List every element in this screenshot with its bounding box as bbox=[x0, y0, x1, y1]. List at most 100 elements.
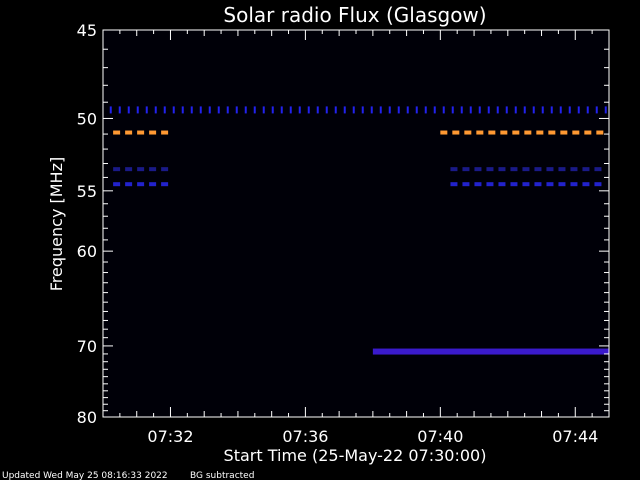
interference-band-49.5-dot bbox=[154, 106, 157, 114]
interference-band-53.4-b-dash bbox=[498, 167, 506, 172]
interference-band-49.5-dot bbox=[397, 106, 400, 114]
x-tick-label: 07:40 bbox=[417, 427, 463, 446]
interference-band-54.5-a-dash bbox=[137, 182, 145, 187]
interference-band-49.5-dot bbox=[352, 106, 355, 114]
interference-band-49.5-dot bbox=[343, 106, 346, 114]
interference-band-54.5-a-dash bbox=[125, 182, 133, 187]
interference-band-49.5-dot bbox=[307, 106, 310, 114]
interference-band-50.9-b-dash bbox=[500, 130, 508, 135]
interference-band-50.9-a-dash bbox=[149, 130, 157, 135]
x-axis-label: Start Time (25-May-22 07:30:00) bbox=[224, 446, 487, 465]
interference-band-53.4-a-dash bbox=[113, 167, 121, 172]
interference-band-50.9-b-dash bbox=[548, 130, 556, 135]
interference-band-49.5 bbox=[109, 106, 607, 114]
plot-area bbox=[103, 30, 609, 417]
interference-band-53.4-a-dash bbox=[125, 167, 133, 172]
interference-band-50.9-b-dash bbox=[488, 130, 496, 135]
interference-band-50.9-b-dash bbox=[536, 130, 544, 135]
interference-band-49.5-dot bbox=[469, 106, 472, 114]
y-axis-label: Frequency [MHz] bbox=[47, 157, 66, 291]
interference-band-49.5-dot bbox=[208, 106, 211, 114]
interference-band-53.4-b-dash bbox=[594, 167, 602, 172]
interference-band-54.5-b-dash bbox=[570, 182, 578, 187]
interference-band-49.5-dot bbox=[361, 106, 364, 114]
interference-band-53.4-b-dash bbox=[474, 167, 482, 172]
interference-band-50.9-a-dash bbox=[161, 130, 169, 135]
y-tick-label: 55 bbox=[77, 182, 97, 201]
interference-band-49.5-dot bbox=[199, 106, 202, 114]
y-tick-label: 60 bbox=[77, 242, 97, 261]
interference-band-49.5-dot bbox=[514, 106, 517, 114]
interference-band-50.9-b-dash bbox=[524, 130, 532, 135]
interference-band-49.5-dot bbox=[505, 106, 508, 114]
interference-band-53.4-a bbox=[113, 167, 169, 172]
interference-band-49.5-dot bbox=[118, 106, 121, 114]
interference-band-49.5-dot bbox=[604, 106, 607, 114]
interference-band-49.5-dot bbox=[379, 106, 382, 114]
interference-band-49.5-dot bbox=[496, 106, 499, 114]
interference-band-50.9-b-dash bbox=[452, 130, 460, 135]
interference-band-53.4-b-dash bbox=[510, 167, 518, 172]
interference-band-49.5-dot bbox=[559, 106, 562, 114]
interference-band-54.5-b-dash bbox=[498, 182, 506, 187]
interference-band-54.5-b bbox=[450, 182, 602, 187]
processing-note: BG subtracted bbox=[190, 471, 254, 480]
interference-band-49.5-dot bbox=[532, 106, 535, 114]
interference-band-49.5-dot bbox=[181, 106, 184, 114]
interference-band-50.9-b-dash bbox=[584, 130, 592, 135]
interference-band-49.5-dot bbox=[262, 106, 265, 114]
interference-band-50.9-a bbox=[113, 130, 169, 135]
interference-band-54.5-b-dash bbox=[450, 182, 458, 187]
interference-band-53.4-a-dash bbox=[137, 167, 145, 172]
interference-band-54.5-a-dash bbox=[161, 182, 169, 187]
interference-band-49.5-dot bbox=[442, 106, 445, 114]
interference-band-49.5-dot bbox=[487, 106, 490, 114]
interference-band-50.9-b-dash bbox=[512, 130, 520, 135]
interference-band-49.5-dot bbox=[388, 106, 391, 114]
interference-band-49.5-dot bbox=[595, 106, 598, 114]
interference-band-53.4-b-dash bbox=[450, 167, 458, 172]
interference-band-53.4-b-dash bbox=[486, 167, 494, 172]
interference-band-50.9-a-dash bbox=[125, 130, 133, 135]
interference-band-54.5-b-dash bbox=[486, 182, 494, 187]
interference-band-49.5-dot bbox=[406, 106, 409, 114]
interference-band-49.5-dot bbox=[568, 106, 571, 114]
interference-band-49.5-dot bbox=[334, 106, 337, 114]
interference-band-49.5-dot bbox=[226, 106, 229, 114]
interference-band-54.5-b-dash bbox=[582, 182, 590, 187]
interference-band-53.4-b-dash bbox=[582, 167, 590, 172]
interference-band-53.4-b bbox=[450, 167, 602, 172]
interference-band-49.5-dot bbox=[550, 106, 553, 114]
y-tick-label: 80 bbox=[77, 408, 97, 427]
updated-timestamp: Updated Wed May 25 08:16:33 2022 bbox=[2, 471, 168, 480]
interference-band-54.5-a-dash bbox=[149, 182, 157, 187]
interference-band-53.4-b-dash bbox=[546, 167, 554, 172]
interference-band-49.5-dot bbox=[253, 106, 256, 114]
interference-band-50.9-b bbox=[440, 130, 604, 135]
interference-band-50.9-b-dash bbox=[464, 130, 472, 135]
interference-band-49.5-dot bbox=[145, 106, 148, 114]
interference-band-50.9-b-dash bbox=[560, 130, 568, 135]
interference-band-54.5-b-dash bbox=[510, 182, 518, 187]
interference-band-49.5-dot bbox=[289, 106, 292, 114]
interference-band-49.5-dot bbox=[415, 106, 418, 114]
interference-band-49.5-dot bbox=[190, 106, 193, 114]
interference-band-49.5-dot bbox=[127, 106, 130, 114]
interference-band-53.4-b-dash bbox=[534, 167, 542, 172]
interference-band-54.5-b-dash bbox=[546, 182, 554, 187]
interference-band-54.5-b-dash bbox=[594, 182, 602, 187]
interference-band-53.4-a-dash bbox=[161, 167, 169, 172]
interference-band-50.9-b-dash bbox=[476, 130, 484, 135]
interference-band-54.5-a bbox=[113, 182, 169, 187]
interference-band-49.5-dot bbox=[217, 106, 220, 114]
interference-band-49.5-dot bbox=[541, 106, 544, 114]
interference-band-53.4-b-dash bbox=[462, 167, 470, 172]
x-tick-label: 07:36 bbox=[282, 427, 328, 446]
interference-band-49.5-dot bbox=[577, 106, 580, 114]
interference-band-49.5-dot bbox=[325, 106, 328, 114]
interference-band-49.5-dot bbox=[370, 106, 373, 114]
interference-band-53.4-b-dash bbox=[522, 167, 530, 172]
y-tick-label: 50 bbox=[77, 109, 97, 128]
interference-band-54.5-b-dash bbox=[534, 182, 542, 187]
axis-ticks: 45 50 55 60 70 80 07:32 07:36 07:40 07:44 bbox=[77, 21, 610, 446]
